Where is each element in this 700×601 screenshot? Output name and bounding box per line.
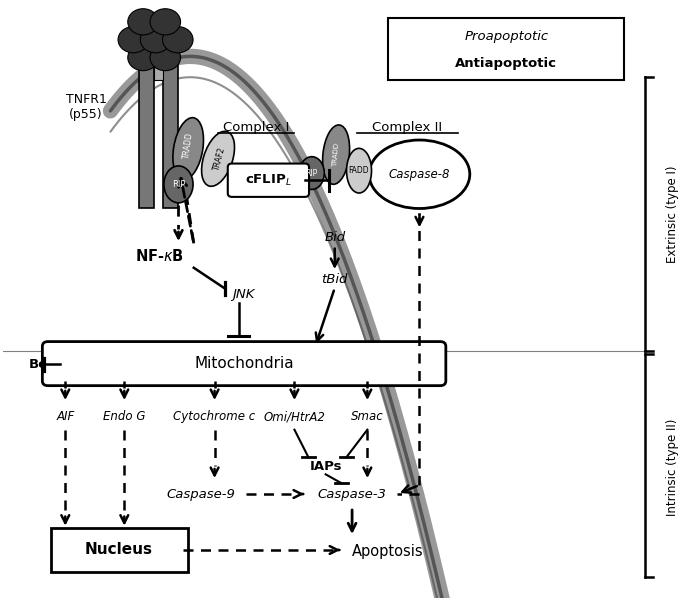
Circle shape: [150, 44, 181, 71]
Text: Extrinsic (type I): Extrinsic (type I): [666, 165, 680, 263]
Text: Caspase-8: Caspase-8: [389, 168, 450, 181]
FancyBboxPatch shape: [154, 66, 162, 80]
Text: Nucleus: Nucleus: [85, 543, 153, 558]
Circle shape: [150, 9, 181, 35]
Circle shape: [128, 9, 158, 35]
Text: JNK: JNK: [232, 288, 254, 301]
Text: RIP: RIP: [172, 180, 186, 189]
Text: IAPs: IAPs: [309, 460, 342, 472]
Text: Complex I: Complex I: [223, 121, 289, 134]
Text: cFLIP$_L$: cFLIP$_L$: [245, 172, 292, 188]
Text: Caspase-3: Caspase-3: [318, 487, 386, 501]
Circle shape: [140, 26, 171, 53]
Text: Bid: Bid: [324, 231, 345, 245]
Text: RIP: RIP: [306, 168, 318, 177]
Text: TRAF2: TRAF2: [212, 146, 227, 172]
Text: Complex II: Complex II: [372, 121, 442, 134]
FancyBboxPatch shape: [50, 528, 188, 572]
Text: TRADD: TRADD: [182, 132, 195, 159]
Text: Omi/HtrA2: Omi/HtrA2: [263, 410, 326, 423]
Ellipse shape: [164, 166, 193, 203]
FancyBboxPatch shape: [162, 66, 178, 208]
Ellipse shape: [346, 148, 372, 193]
Circle shape: [118, 26, 148, 53]
Circle shape: [128, 44, 158, 71]
Ellipse shape: [173, 118, 204, 180]
Ellipse shape: [369, 140, 470, 209]
Ellipse shape: [323, 125, 349, 185]
Text: tBid: tBid: [321, 273, 348, 286]
Text: Antiapoptotic: Antiapoptotic: [455, 56, 557, 70]
Text: Apoptosis: Apoptosis: [352, 545, 424, 560]
Text: FADD: FADD: [349, 166, 370, 175]
Text: Mitochondria: Mitochondria: [195, 356, 294, 371]
FancyBboxPatch shape: [389, 17, 624, 80]
FancyBboxPatch shape: [43, 341, 446, 386]
Text: TRADD: TRADD: [332, 142, 340, 167]
Text: NF-$\kappa$B: NF-$\kappa$B: [134, 248, 183, 264]
Text: Intrinsic (type II): Intrinsic (type II): [666, 418, 680, 516]
Text: Proapoptotic: Proapoptotic: [464, 30, 548, 43]
Text: Caspase-9: Caspase-9: [167, 487, 235, 501]
Ellipse shape: [202, 131, 235, 186]
Text: Cytochrome c: Cytochrome c: [174, 410, 256, 423]
Text: TNFR1
(p55): TNFR1 (p55): [66, 93, 106, 121]
Text: Endo G: Endo G: [103, 410, 146, 423]
Text: AIF: AIF: [56, 410, 74, 423]
Text: Bcl-2: Bcl-2: [29, 358, 66, 371]
Text: Smac: Smac: [351, 410, 384, 423]
FancyBboxPatch shape: [139, 66, 154, 208]
Circle shape: [162, 26, 193, 53]
Ellipse shape: [300, 157, 324, 189]
FancyBboxPatch shape: [228, 163, 309, 197]
